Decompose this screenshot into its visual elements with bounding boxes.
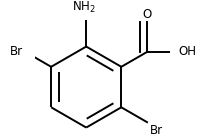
Text: O: O	[142, 8, 152, 21]
Text: NH$_2$: NH$_2$	[72, 0, 95, 15]
Text: Br: Br	[150, 124, 163, 136]
Text: OH: OH	[178, 45, 196, 59]
Text: Br: Br	[10, 45, 23, 59]
